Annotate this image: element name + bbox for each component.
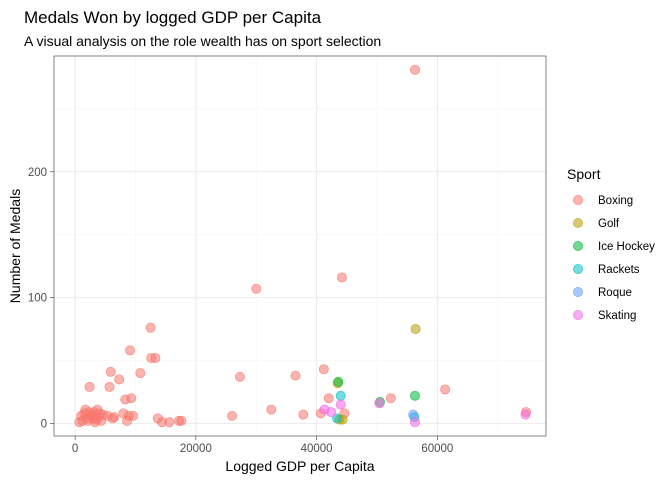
x-axis-title: Logged GDP per Capita — [225, 458, 374, 474]
x-tick-label: 20000 — [180, 443, 212, 455]
legend: Sport Boxing Golf Ice Hockey Rackets Roque Sk… — [567, 166, 655, 322]
data-point — [176, 415, 187, 426]
x-tick-label: 40000 — [301, 443, 333, 455]
legend-label: Ice Hockey — [598, 241, 655, 253]
series-boxing — [74, 64, 532, 428]
data-point — [410, 417, 421, 428]
grid — [54, 56, 546, 436]
legend-label: Boxing — [598, 195, 633, 207]
data-point — [84, 381, 95, 392]
legend-key — [573, 240, 584, 251]
data-point — [114, 374, 125, 385]
data-point — [333, 376, 344, 387]
x-tick-label: 0 — [72, 443, 78, 455]
legend-label: Skating — [598, 310, 636, 322]
data-point — [520, 409, 531, 420]
plot-panel-border — [53, 55, 547, 437]
data-point — [125, 345, 136, 356]
data-point — [298, 409, 309, 420]
legend-label: Rackets — [598, 264, 640, 276]
data-point — [266, 404, 277, 415]
data-point — [440, 384, 451, 395]
data-point — [290, 370, 301, 381]
legend-key — [573, 263, 584, 274]
data-point — [410, 324, 421, 335]
data-point — [251, 283, 262, 294]
legend-label: Roque — [598, 287, 632, 299]
chart-title: Medals Won by logged GDP per Capita — [24, 8, 322, 27]
legend-key — [573, 217, 584, 228]
data-point — [335, 399, 346, 410]
legend-key — [573, 286, 584, 297]
data-point — [318, 364, 329, 375]
data-point — [126, 393, 137, 404]
series-skating — [319, 398, 531, 428]
data-point — [104, 381, 115, 392]
data-point — [374, 398, 385, 409]
data-point — [135, 368, 146, 379]
axis-ticks: 0 20000 40000 60000 0 100 200 — [28, 167, 454, 455]
chart-subtitle: A visual analysis on the role wealth has… — [24, 33, 381, 49]
data-point — [410, 64, 421, 75]
legend-key — [573, 309, 584, 320]
y-tick-label: 100 — [28, 293, 47, 305]
data-point — [105, 366, 116, 377]
y-tick-label: 0 — [41, 418, 47, 430]
data-point — [109, 412, 120, 423]
data-point — [385, 393, 396, 404]
data-point — [227, 410, 238, 421]
x-tick-label: 60000 — [421, 443, 453, 455]
data-point — [336, 272, 347, 283]
legend-key — [573, 194, 584, 205]
y-axis-title: Number of Medals — [7, 189, 23, 303]
data-point — [164, 417, 175, 428]
data-point — [234, 371, 245, 382]
legend-label: Golf — [598, 218, 620, 230]
data-point — [323, 393, 334, 404]
data-point — [332, 413, 343, 424]
data-point — [335, 390, 346, 401]
data-point — [145, 322, 156, 333]
data-point — [150, 352, 161, 363]
data-point — [326, 407, 337, 418]
legend-title: Sport — [567, 166, 601, 182]
y-tick-label: 200 — [28, 167, 47, 179]
data-points — [74, 64, 532, 428]
data-point — [410, 390, 421, 401]
data-point — [128, 410, 139, 421]
